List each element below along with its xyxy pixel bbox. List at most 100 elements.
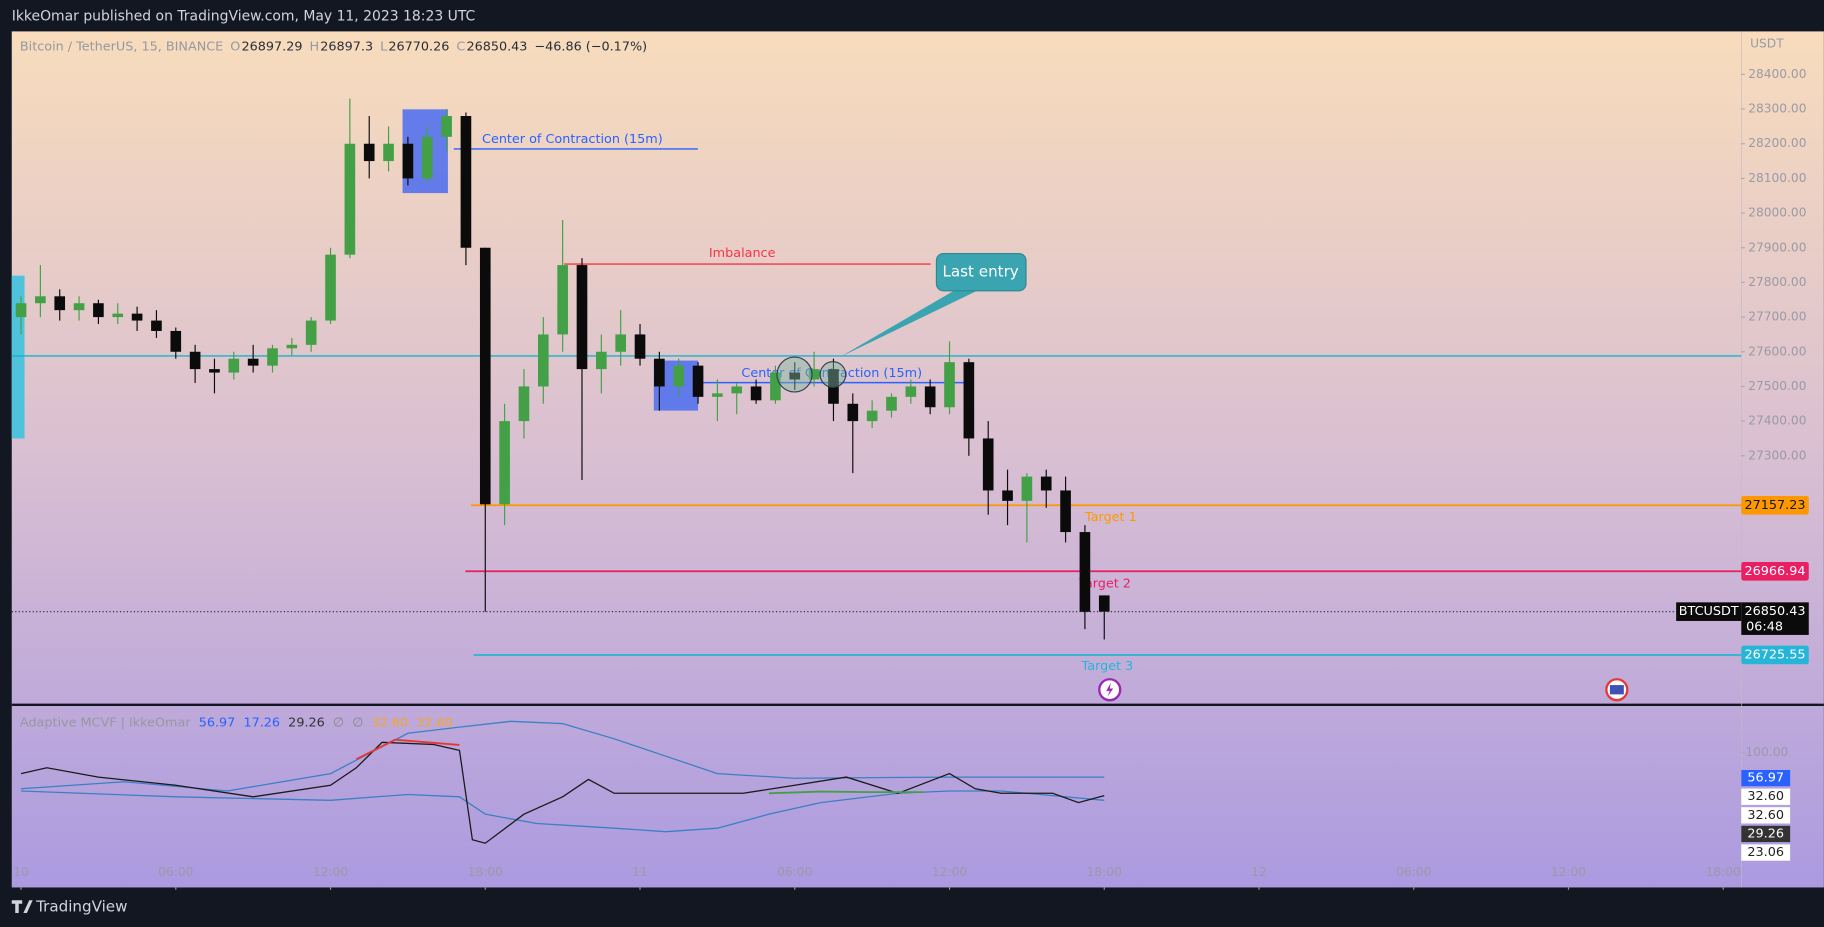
price-tag-text: 26966.94: [1745, 564, 1806, 579]
price-tag-text: 27157.23: [1745, 498, 1806, 513]
candle-body: [112, 313, 124, 318]
ticker-text: BTCUSDT: [1679, 604, 1739, 619]
candle-body: [866, 410, 878, 422]
news-icon-flag: [1609, 685, 1624, 695]
candle-body: [93, 303, 104, 318]
header-item: −46.86 (−0.17%): [534, 39, 647, 54]
candle-body: [1002, 490, 1013, 501]
header-item: H: [309, 39, 319, 54]
ticker-tag: [1676, 602, 1742, 621]
value-tag: [1741, 769, 1791, 787]
chart-background: [11, 31, 1824, 888]
price-tag: [1741, 645, 1809, 665]
candle-body: [712, 393, 723, 397]
value-tag: [1741, 788, 1791, 805]
published-line: IkkeOmar published on TradingView.com, M…: [12, 8, 476, 24]
price-tag-text: 26725.55: [1745, 647, 1806, 662]
header-item: 26897.3: [320, 39, 373, 54]
event-icon-glyph: [1106, 682, 1114, 697]
candle-body: [170, 330, 182, 352]
indicator-line: [768, 790, 924, 795]
indicator-header-item: 17.26: [243, 715, 280, 730]
candle-body: [305, 320, 317, 345]
candle-body: [402, 143, 414, 179]
indicator-header-item: Adaptive MCVF | IkkeOmar: [20, 715, 191, 730]
candle-body: [963, 362, 975, 439]
level-label: Target 1: [1084, 510, 1137, 525]
header-item: Bitcoin / TetherUS, 15, BINANCE: [20, 39, 223, 54]
candle-body: [731, 386, 743, 394]
candle-body: [557, 265, 568, 335]
level-label: Center of Contraction (15m): [482, 132, 663, 147]
x-tick-label: 10: [13, 865, 29, 879]
indicator-header-item: 32.60: [416, 715, 453, 730]
y-tick-label: 27600.00: [1748, 344, 1806, 358]
value-tag-text: 56.97: [1747, 771, 1784, 786]
candle-body: [905, 386, 917, 397]
x-tick-label: 11: [632, 865, 648, 879]
price-tag: [1741, 561, 1809, 581]
candle-body: [1021, 476, 1033, 501]
value-tag: [1741, 807, 1791, 824]
indicator-header-item: ∅: [352, 715, 363, 730]
candle-body: [460, 116, 472, 248]
header-item: 26897.29: [241, 39, 302, 54]
candle-body: [750, 386, 762, 401]
candle-body: [982, 438, 994, 491]
x-tick-label: 06:00: [1396, 865, 1431, 879]
candle-body: [673, 365, 685, 387]
candle-body: [847, 403, 859, 422]
candle-body: [325, 254, 336, 321]
indicator-line: [20, 741, 1105, 844]
y-tick-label: 28000.00: [1748, 206, 1806, 220]
candle-body: [73, 303, 85, 311]
brand-logo: [11, 900, 33, 914]
countdown: 06:48: [1746, 619, 1783, 634]
value-tag: [1741, 825, 1791, 843]
candle-body: [886, 396, 897, 411]
candle-body: [1040, 476, 1052, 491]
x-tick-label: 18:00: [1087, 865, 1122, 879]
x-tick-label: 06:00: [158, 865, 193, 879]
y-tick-label: 28200.00: [1748, 136, 1806, 150]
candle-body: [247, 358, 259, 366]
candle-body: [789, 372, 801, 380]
candle-body: [808, 369, 820, 380]
candle-body: [54, 296, 66, 311]
indicator-header-item: 56.97: [199, 715, 236, 730]
value-tag-text: 23.06: [1747, 845, 1784, 860]
y-tick-label: 100.00: [1746, 745, 1789, 759]
candle-body: [924, 386, 936, 408]
header-item: 26850.43: [466, 39, 527, 54]
candle-body: [499, 421, 510, 505]
candle-body: [383, 143, 394, 162]
candle-body: [518, 386, 530, 422]
candle-body: [363, 143, 375, 162]
candle-body: [15, 303, 27, 318]
candle-body: [828, 369, 839, 404]
x-tick-label: 18:00: [468, 865, 503, 879]
candle-body: [286, 344, 298, 349]
header-item: O: [230, 39, 240, 54]
candle-body: [151, 320, 162, 331]
candle-body: [189, 351, 201, 370]
header-item: C: [456, 39, 465, 54]
y-tick-label: 28400.00: [1748, 67, 1806, 81]
callout-text: Last entry: [943, 263, 1019, 281]
y-tick-label: 27400.00: [1748, 414, 1806, 428]
value-tag: [1741, 844, 1791, 861]
candle-body: [209, 369, 220, 373]
plot: 10 06:00 12:00 18:00 11 06:00 12:00 18:00 12 06:0…: [11, 37, 1809, 890]
callout-box: [935, 252, 1027, 292]
value-tag-text: 29.26: [1747, 826, 1784, 841]
indicator-header-item: ∅: [333, 715, 344, 730]
candle-body: [1098, 595, 1110, 612]
x-tick-label: 06:00: [777, 865, 812, 879]
level-label: Target 2: [1078, 576, 1131, 591]
candle-body: [634, 334, 646, 359]
x-tick-label: 12:00: [1551, 865, 1586, 879]
x-tick-label: 12:00: [313, 865, 348, 879]
y-tick-label: 28300.00: [1748, 102, 1806, 116]
